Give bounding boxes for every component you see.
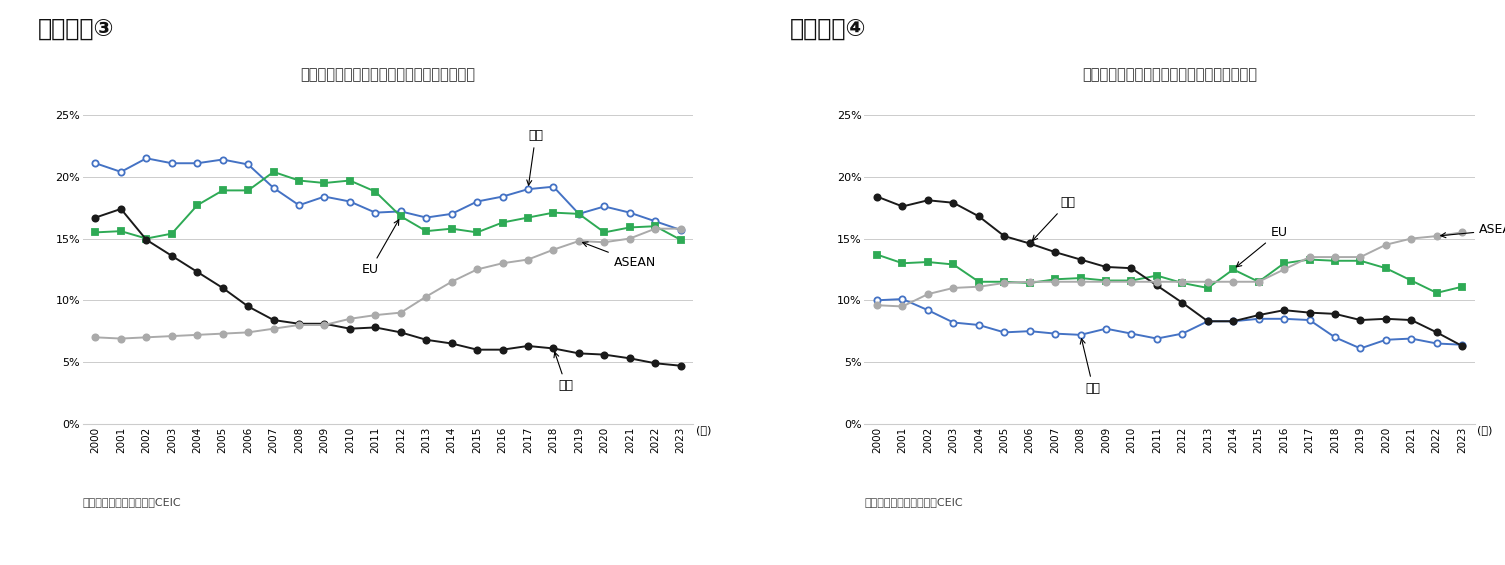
Text: 日本: 日本 [554, 352, 573, 392]
Text: 日本: 日本 [1032, 196, 1076, 241]
Text: EU: EU [361, 220, 399, 276]
Text: ASEAN: ASEAN [582, 242, 656, 269]
Title: 中国の輸出総額に占める地域別シェアの推移: 中国の輸出総額に占める地域別シェアの推移 [301, 67, 476, 82]
Text: 図表７－④: 図表７－④ [790, 17, 867, 41]
Text: （資料）中国海関総署、CEIC: （資料）中国海関総署、CEIC [864, 497, 963, 507]
Text: 米国: 米国 [1081, 339, 1100, 395]
Title: 中国の輸入総額に占める地域別シェアの推移: 中国の輸入総額に占める地域別シェアの推移 [1082, 67, 1257, 82]
Text: 米国: 米国 [527, 129, 543, 185]
Text: 図表７－③: 図表７－③ [38, 17, 114, 41]
Text: (年): (年) [1478, 425, 1493, 436]
Text: (年): (年) [695, 425, 712, 436]
Text: ASEAN: ASEAN [1440, 223, 1505, 238]
Text: EU: EU [1236, 225, 1287, 267]
Text: （資料）中国海関総署、CEIC: （資料）中国海関総署、CEIC [83, 497, 182, 507]
